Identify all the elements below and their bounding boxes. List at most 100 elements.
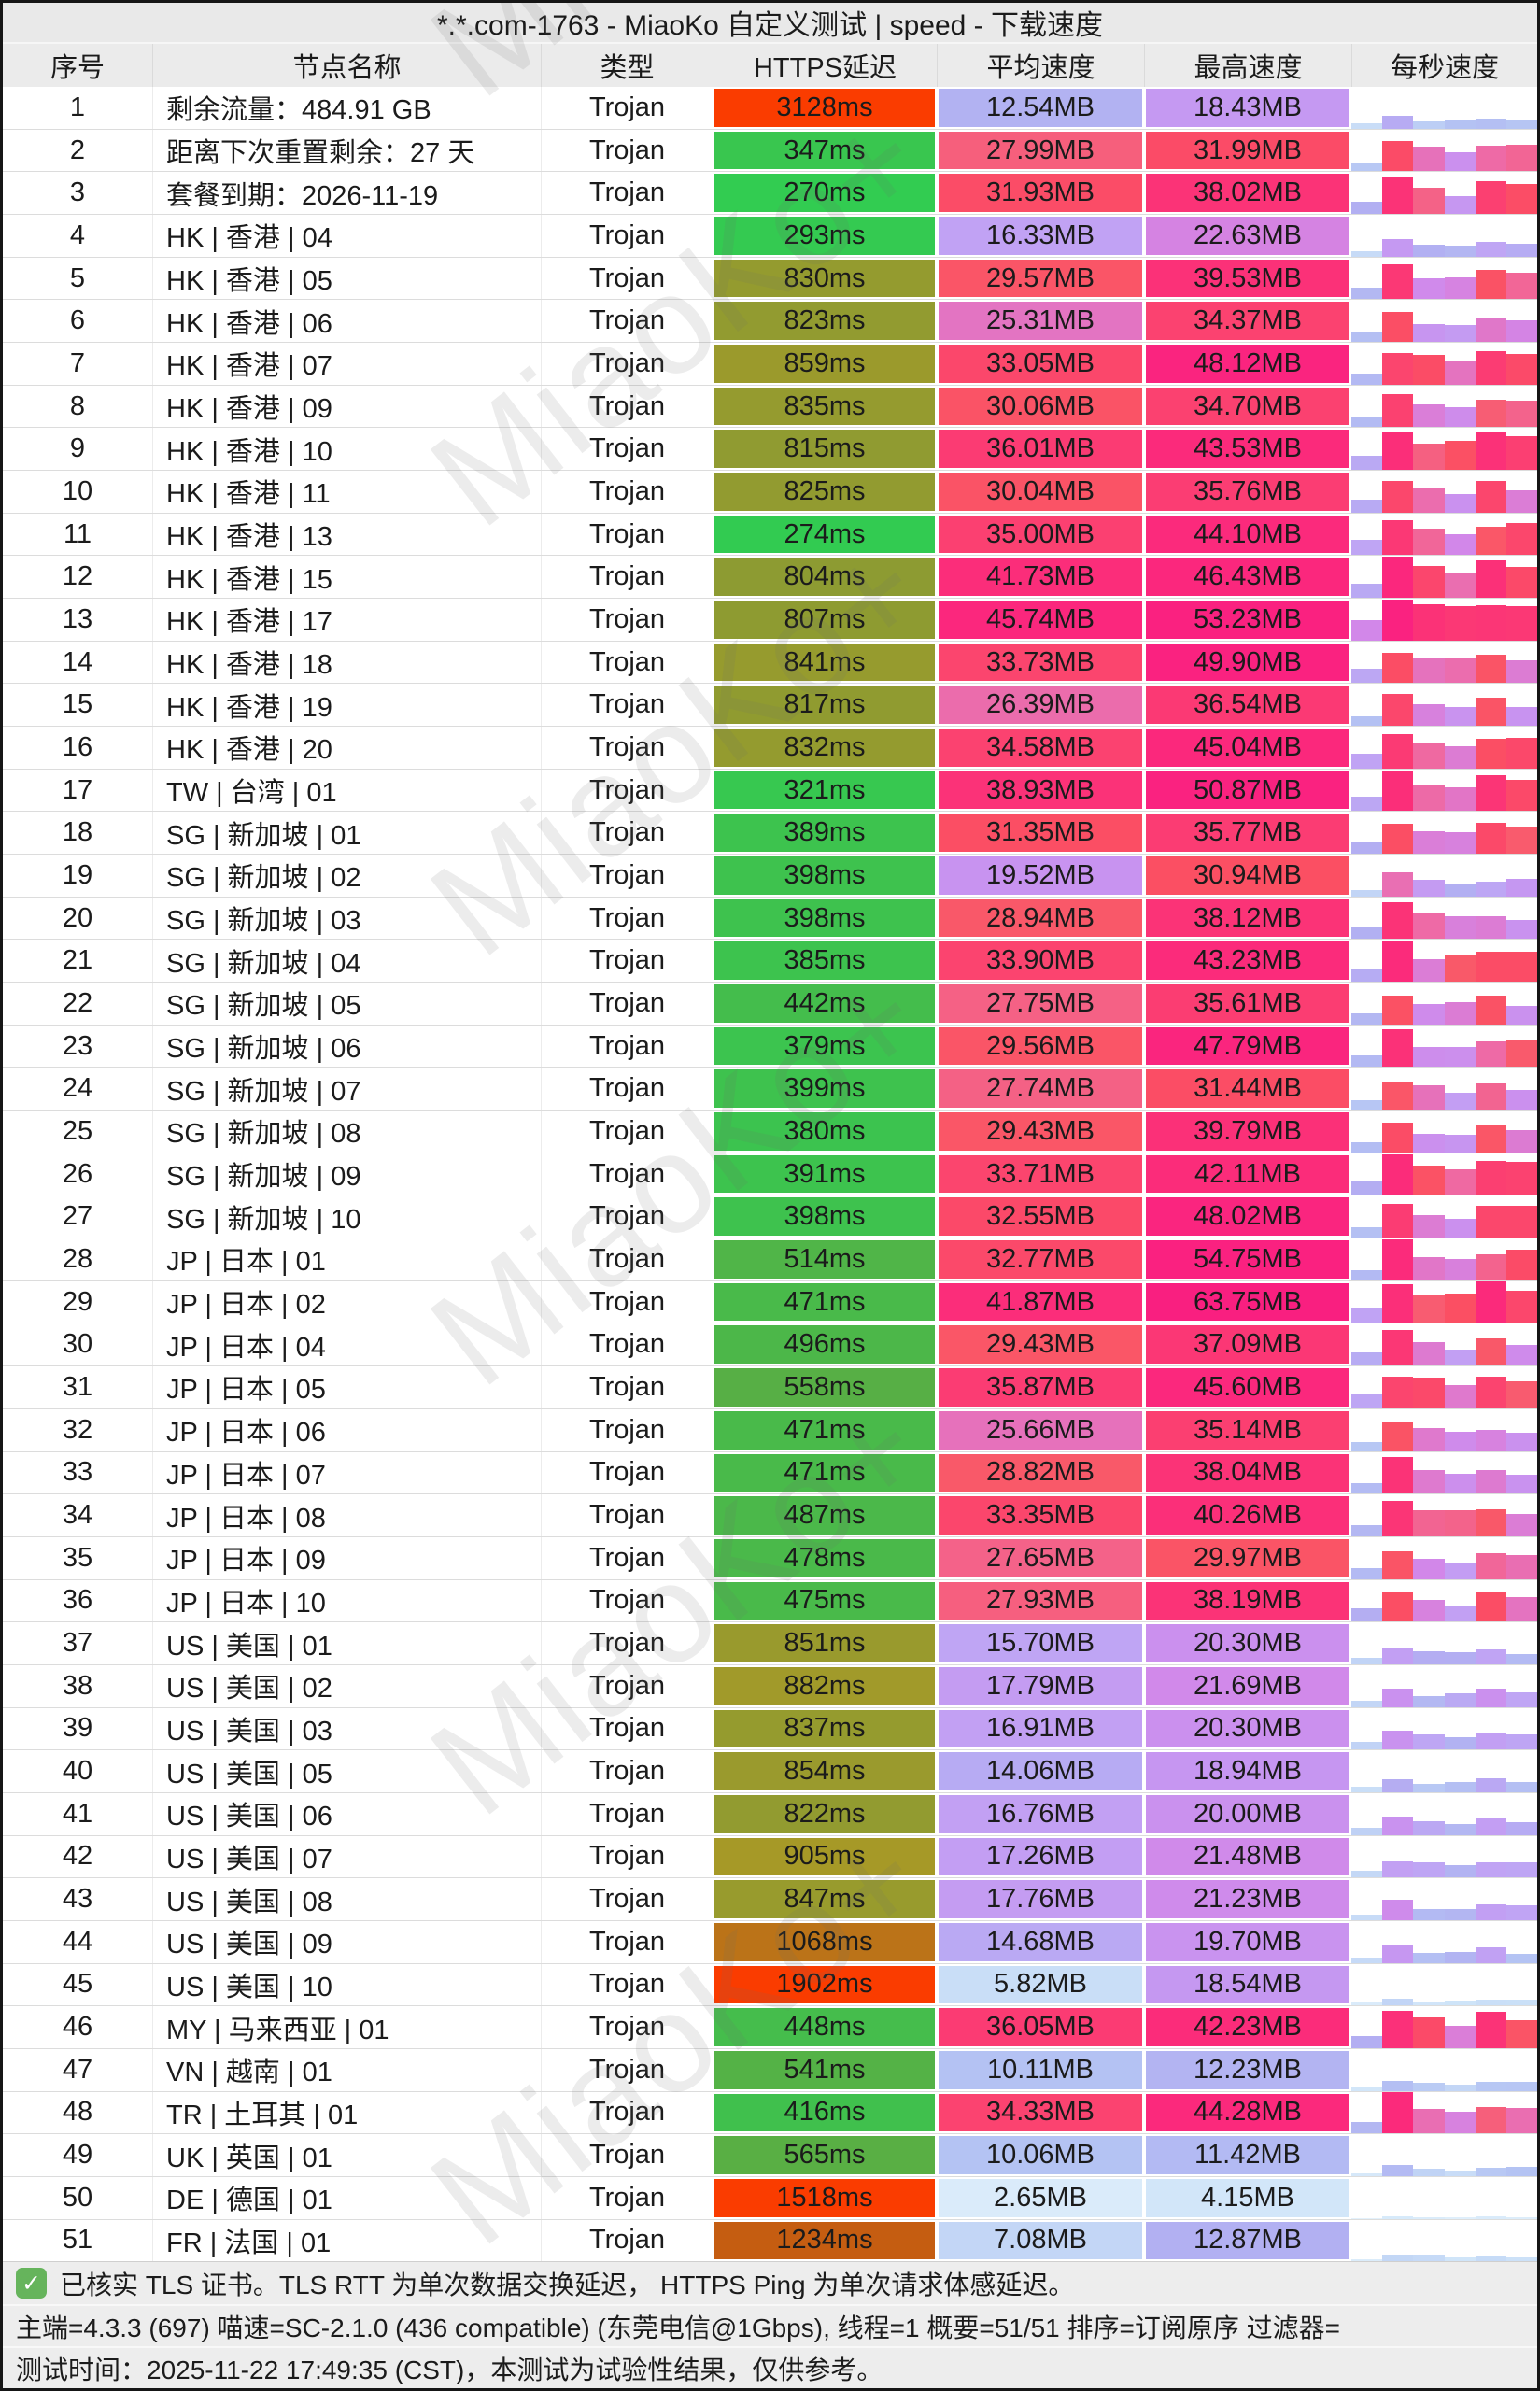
node-name-cell: DE | 德国 | 01 <box>152 2176 541 2219</box>
spark-bar <box>1444 2216 1476 2219</box>
spark-bar <box>1475 1648 1506 1664</box>
max-speed-value: 42.11MB <box>1146 1154 1349 1194</box>
latency-value: 416ms <box>714 2093 935 2132</box>
avg-speed-cell-wrap: 29.43MB <box>937 1323 1144 1365</box>
avg-speed-value: 35.87MB <box>939 1368 1142 1407</box>
latency-value: 398ms <box>714 898 935 938</box>
latency-value: 448ms <box>714 2008 935 2046</box>
spark-bar <box>1475 241 1506 257</box>
sparkline-cell <box>1351 300 1537 343</box>
node-type-cell: Trojan <box>541 1196 713 1238</box>
spark-bar <box>1351 2172 1383 2176</box>
row-index-cell: 41 <box>62 1798 93 1829</box>
spark-bar <box>1505 1475 1537 1494</box>
avg-speed-cell-wrap: 36.01MB <box>937 428 1144 470</box>
spark-bar <box>1382 1330 1414 1366</box>
header-col-type: 类型 <box>541 44 713 87</box>
spark-bar <box>1382 694 1414 727</box>
node-name-cell: HK | 香港 | 15 <box>152 556 541 599</box>
max-speed-cell-wrap: 21.48MB <box>1144 1836 1351 1878</box>
max-speed-value: 12.87MB <box>1146 2221 1349 2260</box>
spark-bar <box>1413 188 1445 215</box>
avg-speed-cell-wrap: 25.31MB <box>937 300 1144 342</box>
latency-cell-wrap: 817ms <box>713 684 937 726</box>
avg-speed-cell-wrap: 16.76MB <box>937 1793 1144 1835</box>
table-row: 42 US | 美国 | 07 Trojan 905ms 17.26MB 21.48MB <box>3 1834 1537 1878</box>
spark-bar <box>1505 737 1537 769</box>
node-name-cell: HK | 香港 | 18 <box>152 641 541 684</box>
spark-bar <box>1351 584 1383 599</box>
avg-speed-cell-wrap: 34.33MB <box>937 2092 1144 2134</box>
spark-bar <box>1351 619 1383 641</box>
sparkline-cell <box>1351 642 1537 684</box>
spark-bar <box>1475 1429 1506 1451</box>
spark-bar <box>1505 952 1537 983</box>
spark-bar <box>1475 916 1506 940</box>
latency-value: 471ms <box>714 1453 935 1493</box>
table-row: 5 HK | 香港 | 05 Trojan 830ms 29.57MB 39.53MB <box>3 256 1537 300</box>
latency-cell-wrap: 541ms <box>713 2049 937 2091</box>
spark-bar <box>1444 325 1476 343</box>
sparkline-cell <box>1351 1153 1537 1196</box>
node-type-cell: Trojan <box>541 1068 713 1111</box>
max-speed-value: 37.09MB <box>1146 1325 1349 1365</box>
max-speed-value: 42.23MB <box>1146 2008 1349 2046</box>
sparkline-cell <box>1351 428 1537 471</box>
spark-bar <box>1444 1169 1476 1196</box>
max-speed-cell-wrap: 20.00MB <box>1144 1793 1351 1835</box>
avg-speed-value: 16.91MB <box>939 1709 1142 1748</box>
spark-bar <box>1413 529 1445 556</box>
avg-speed-value: 32.77MB <box>939 1240 1142 1279</box>
spark-bar <box>1351 2002 1383 2006</box>
avg-speed-value: 17.26MB <box>939 1837 1142 1876</box>
spark-bar <box>1444 493 1476 513</box>
row-index-cell: 24 <box>62 1073 93 1104</box>
spark-bar <box>1382 312 1414 343</box>
spark-bar <box>1413 120 1445 129</box>
footer-line-meta: 主端=4.3.3 (697) 喵速=SC-2.1.0 (436 compatib… <box>3 2304 1537 2346</box>
spark-bar <box>1382 2080 1414 2091</box>
node-name-cell: SG | 新加坡 | 01 <box>152 812 541 855</box>
latency-cell-wrap: 471ms <box>713 1452 937 1494</box>
spark-bar <box>1382 480 1414 513</box>
spark-bar <box>1444 1258 1476 1280</box>
avg-speed-cell-wrap: 28.94MB <box>937 898 1144 940</box>
spark-bar <box>1413 831 1445 855</box>
row-index-cell: 25 <box>62 1115 93 1146</box>
avg-speed-cell-wrap: 32.77MB <box>937 1238 1144 1280</box>
table-row: 30 JP | 日本 | 04 Trojan 496ms 29.43MB 37.09MB <box>3 1323 1537 1366</box>
node-type-cell: Trojan <box>541 428 713 471</box>
node-name-cell: SG | 新加坡 | 07 <box>152 1068 541 1111</box>
table-row: 39 US | 美国 | 03 Trojan 837ms 16.91MB 20.30MB <box>3 1706 1537 1750</box>
row-index-cell: 36 <box>62 1585 93 1616</box>
spark-bar <box>1351 1827 1383 1835</box>
spark-bar <box>1444 1692 1476 1707</box>
sparkline-cell <box>1351 1622 1537 1664</box>
latency-value: 1902ms <box>714 1965 935 2004</box>
spark-bar <box>1351 2087 1383 2091</box>
node-name-cell: US | 美国 | 09 <box>152 1920 541 1963</box>
sparkline-cell <box>1351 1750 1537 1792</box>
spark-bar <box>1505 1249 1537 1280</box>
node-type-cell: Trojan <box>541 727 713 769</box>
avg-speed-cell-wrap: 27.75MB <box>937 983 1144 1025</box>
spark-bar <box>1382 177 1414 215</box>
spark-bar <box>1505 1821 1537 1835</box>
node-name-cell: SG | 新加坡 | 02 <box>152 855 541 897</box>
spark-bar <box>1413 278 1445 300</box>
latency-cell-wrap: 321ms <box>713 770 937 812</box>
row-index-cell: 51 <box>62 2225 93 2256</box>
node-name-cell: HK | 香港 | 20 <box>152 727 541 769</box>
spark-bar <box>1475 823 1506 855</box>
spark-bar <box>1413 1862 1445 1878</box>
latency-value: 379ms <box>714 1026 935 1066</box>
max-speed-value: 35.61MB <box>1146 984 1349 1023</box>
avg-speed-value: 29.56MB <box>939 1026 1142 1066</box>
latency-cell-wrap: 347ms <box>713 130 937 172</box>
latency-cell-wrap: 804ms <box>713 556 937 598</box>
spark-bar <box>1475 1903 1506 1920</box>
latency-value: 832ms <box>714 729 935 767</box>
max-speed-value: 53.23MB <box>1146 601 1349 639</box>
max-speed-cell-wrap: 54.75MB <box>1144 1238 1351 1280</box>
max-speed-cell-wrap: 18.94MB <box>1144 1750 1351 1792</box>
